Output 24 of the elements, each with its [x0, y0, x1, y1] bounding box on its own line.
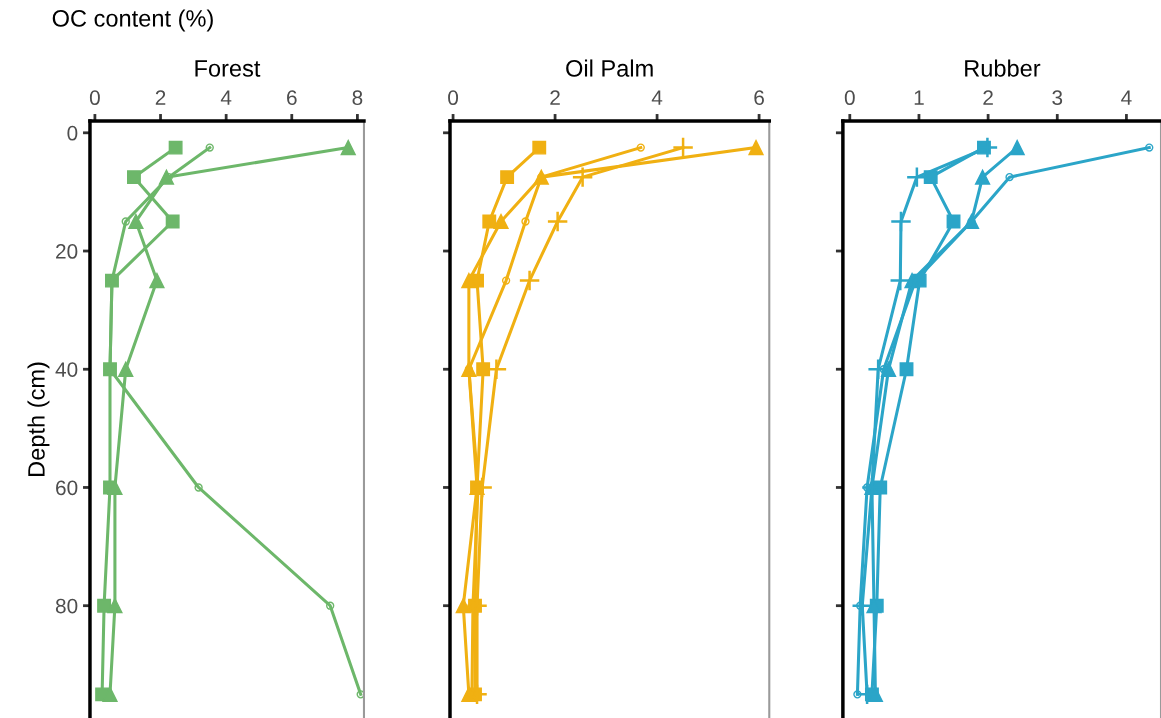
x-tick-label: 2: [155, 90, 166, 105]
x-tick-label: 4: [651, 90, 663, 105]
y-tick-label: 40: [55, 362, 78, 377]
y-tick-label: 80: [55, 598, 78, 614]
chart-title: Forest: [195, 60, 261, 77]
x-tick-label: 0: [89, 90, 100, 106]
x-tick-label: 6: [287, 90, 297, 106]
x-tick-label: 8: [352, 90, 363, 106]
x-tick-label: 6: [754, 90, 764, 106]
x-axis-title: OC content (%): [52, 9, 213, 32]
y-axis-title: Depth (cm): [27, 362, 50, 476]
x-tick-label: 4: [220, 90, 232, 105]
y-tick-label: 0: [67, 125, 78, 141]
x-tick-label: 3: [1052, 90, 1063, 106]
y-tick-label: 60: [56, 480, 78, 496]
x-tick-label: 0: [844, 90, 855, 106]
y-tick-label: 20: [56, 244, 78, 259]
chart-title: Rubber: [965, 59, 1041, 77]
x-tick-label: 4: [1121, 90, 1132, 105]
x-tick-label: 2: [550, 90, 560, 105]
x-tick-label: 1: [914, 90, 924, 105]
x-tick-label: 2: [983, 90, 993, 105]
chart-title: Oil Palm: [566, 59, 653, 77]
x-tick-label: 0: [448, 90, 459, 106]
